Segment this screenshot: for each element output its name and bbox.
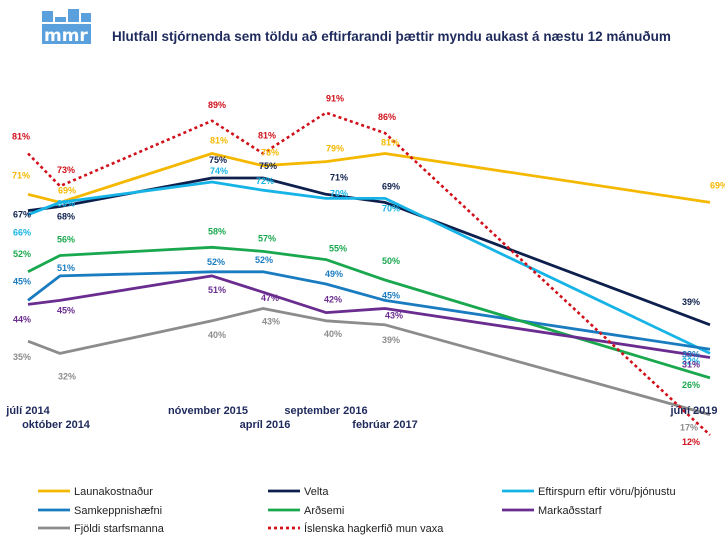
- x-tick-label: júlí 2014: [5, 405, 50, 417]
- logo-text: mmr: [44, 26, 88, 46]
- data-label: 12%: [682, 437, 700, 447]
- data-label: 39%: [382, 335, 400, 345]
- data-label: 45%: [382, 290, 400, 300]
- data-label: 52%: [13, 249, 31, 259]
- data-label: 39%: [682, 297, 700, 307]
- data-label: 91%: [326, 94, 344, 104]
- data-label: 43%: [262, 317, 280, 327]
- data-label: 72%: [256, 176, 274, 186]
- data-label: 75%: [259, 161, 277, 171]
- series-line-3: [27, 180, 711, 355]
- x-tick-label: október 2014: [22, 419, 91, 431]
- legend-label: Íslenska hagkerfið mun vaxa: [304, 522, 444, 535]
- data-label: 74%: [210, 166, 228, 176]
- mmr-logo: mmr: [42, 9, 91, 46]
- series-lines: [27, 111, 711, 436]
- data-label: 75%: [209, 155, 227, 165]
- data-label: 35%: [13, 352, 31, 362]
- x-tick-label: apríl 2016: [240, 419, 291, 431]
- legend-label: Fjöldi starfsmanna: [74, 523, 165, 535]
- chart-title: Hlutfall stjórnenda sem töldu að eftirfa…: [112, 29, 671, 44]
- legend-label: Eftirspurn eftir vöru/þjónustu: [538, 486, 676, 498]
- legend-label: Velta: [304, 486, 329, 498]
- data-label: 43%: [385, 311, 403, 321]
- data-label: 17%: [680, 423, 698, 433]
- data-label: 33%: [682, 349, 700, 359]
- data-label: 51%: [208, 285, 226, 295]
- data-label: 52%: [207, 257, 225, 267]
- data-label: 86%: [378, 112, 396, 122]
- data-label: 51%: [57, 263, 75, 273]
- data-label: 57%: [258, 233, 276, 243]
- data-label: 58%: [208, 226, 226, 236]
- data-label: 81%: [12, 132, 30, 142]
- data-label: 70%: [382, 203, 400, 213]
- legend-label: Launakostnaður: [74, 486, 153, 498]
- data-label: 81%: [210, 136, 228, 146]
- x-tick-label: september 2016: [284, 405, 367, 417]
- data-label: 79%: [326, 144, 344, 154]
- series-line-4: [27, 270, 711, 351]
- data-label: 69%: [710, 180, 725, 190]
- data-label: 71%: [12, 170, 30, 180]
- data-label: 66%: [13, 228, 31, 238]
- data-label: 45%: [13, 276, 31, 286]
- legend-label: Arðsemi: [304, 505, 344, 517]
- series-line-2: [27, 176, 711, 327]
- data-label: 42%: [324, 295, 342, 305]
- legend: Launakostnaður Velta Eftirspurn eftir vöru…: [38, 486, 676, 535]
- data-label: 45%: [57, 305, 75, 315]
- x-axis-labels: júlí 2014 október 2014 nóvember 2015 apríl …: [5, 405, 717, 431]
- data-label: 69%: [382, 181, 400, 191]
- data-label: 47%: [261, 293, 279, 303]
- series-line-8: [27, 111, 711, 436]
- x-tick-label: nóvember 2015: [168, 405, 248, 417]
- data-label: 49%: [325, 269, 343, 279]
- data-label: 69%: [57, 198, 75, 208]
- legend-label: Samkeppnishæfni: [74, 505, 162, 517]
- data-label: 68%: [57, 212, 75, 222]
- data-label: 71%: [330, 172, 348, 182]
- legend-label: Markaðsstarf: [538, 505, 603, 517]
- series-line-5: [27, 245, 711, 380]
- data-label: 73%: [57, 165, 75, 175]
- data-label: 70%: [330, 188, 348, 198]
- series-line-7: [27, 307, 711, 416]
- data-label: 55%: [329, 244, 347, 254]
- series-line-6: [27, 274, 711, 359]
- data-label: 67%: [13, 210, 31, 220]
- data-label: 40%: [324, 329, 342, 339]
- data-label: 78%: [261, 148, 279, 158]
- data-label: 26%: [682, 380, 700, 390]
- data-label: 40%: [208, 330, 226, 340]
- data-labels: 71% 69% 81% 78% 79% 81% 69% 67% 68% 75% 75% 71% 69% 3…: [12, 94, 725, 447]
- data-label: 89%: [208, 100, 226, 110]
- data-label: 31%: [682, 360, 700, 370]
- data-label: 81%: [381, 138, 399, 148]
- series-line-1: [27, 152, 711, 204]
- data-label: 44%: [13, 314, 31, 324]
- data-label: 52%: [255, 255, 273, 265]
- x-tick-label: febrúar 2017: [352, 419, 417, 431]
- x-tick-label: júní 2019: [669, 405, 717, 417]
- data-label: 56%: [57, 235, 75, 245]
- data-label: 50%: [382, 256, 400, 266]
- data-label: 81%: [258, 131, 276, 141]
- data-label: 69%: [58, 185, 76, 195]
- data-label: 32%: [58, 371, 76, 381]
- data-label: 32%: [682, 356, 700, 366]
